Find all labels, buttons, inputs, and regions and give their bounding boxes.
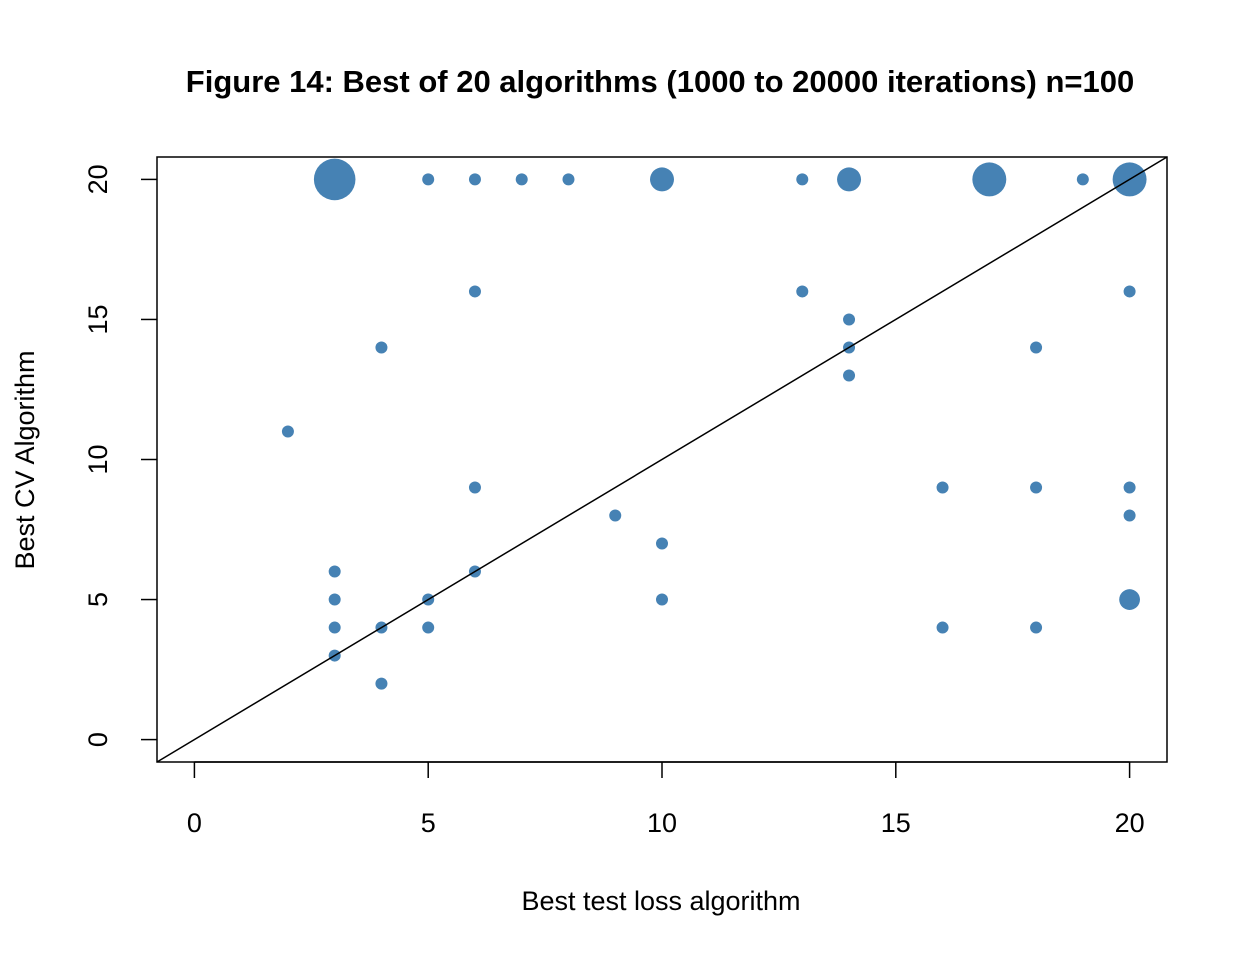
data-point	[422, 621, 435, 634]
data-point	[328, 565, 341, 578]
data-point	[656, 593, 668, 606]
data-point	[843, 313, 856, 326]
data-point	[936, 621, 949, 634]
x-tick-label: 0	[187, 808, 202, 838]
data-point	[837, 167, 862, 192]
y-tick-label: 0	[83, 732, 113, 747]
data-point	[609, 509, 622, 522]
data-point	[375, 341, 388, 354]
data-point	[562, 173, 575, 186]
data-point	[656, 537, 668, 550]
data-point	[468, 481, 481, 494]
y-axis-label: Best CV Algorithm	[10, 350, 40, 569]
data-point	[313, 158, 356, 201]
identity-line	[156, 156, 1168, 763]
data-point	[1123, 285, 1136, 298]
x-axis-label: Best test loss algorithm	[521, 886, 800, 916]
data-point	[328, 593, 341, 606]
data-point	[328, 621, 341, 634]
x-axis: 0 5 10 15 20	[187, 761, 1145, 838]
data-point	[1123, 481, 1136, 494]
data-point	[1119, 589, 1140, 610]
data-point	[1076, 173, 1089, 186]
data-point	[515, 173, 528, 186]
data-point	[1030, 481, 1043, 494]
y-tick-label: 5	[83, 592, 113, 607]
data-point	[375, 677, 388, 690]
data-point	[422, 173, 435, 186]
data-point	[972, 162, 1007, 197]
data-point	[1030, 341, 1043, 354]
data-point	[796, 173, 809, 186]
data-point	[468, 173, 481, 186]
data-point	[936, 481, 949, 494]
data-point	[843, 369, 856, 382]
x-tick-label: 10	[647, 808, 677, 838]
data-point	[468, 285, 481, 298]
y-tick-label: 20	[83, 164, 113, 194]
y-tick-label: 15	[83, 304, 113, 334]
y-tick-label: 10	[83, 444, 113, 474]
x-tick-label: 20	[1115, 808, 1145, 838]
data-point	[650, 167, 674, 192]
x-tick-label: 5	[421, 808, 436, 838]
chart-title: Figure 14: Best of 20 algorithms (1000 t…	[186, 64, 1134, 99]
data-point	[281, 425, 294, 438]
y-axis: 0 5 10 15 20	[83, 164, 157, 747]
data-point	[1030, 621, 1043, 634]
points-layer	[281, 158, 1147, 690]
data-point	[1123, 509, 1136, 522]
data-point	[796, 285, 809, 298]
x-tick-label: 15	[881, 808, 911, 838]
